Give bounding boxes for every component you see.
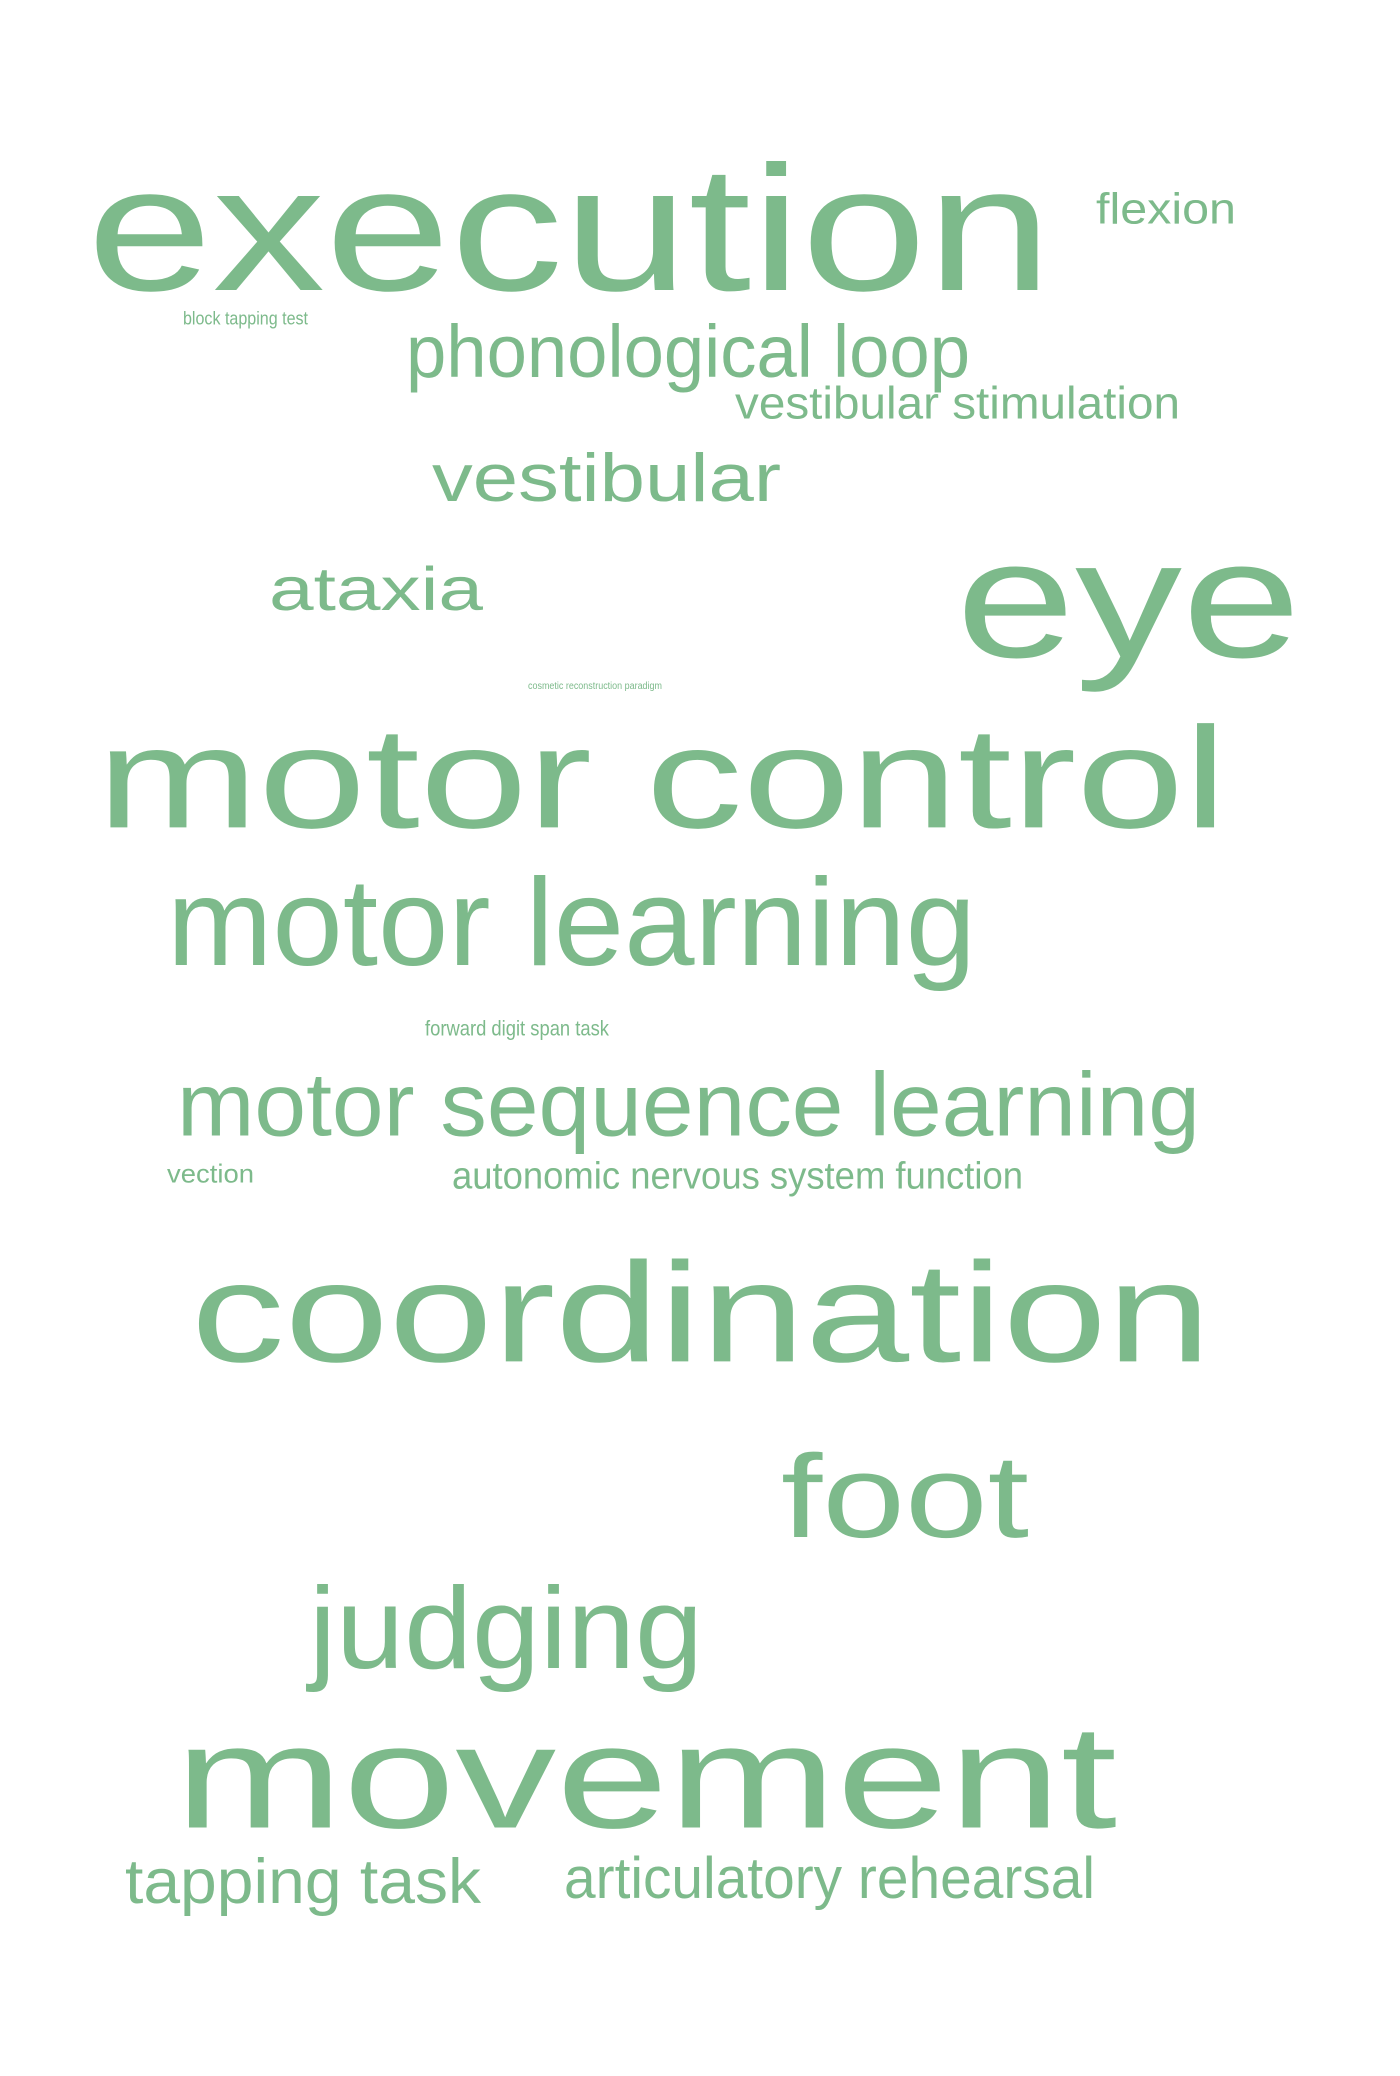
- word-motor-learning: motor learning: [167, 852, 976, 992]
- word-judging: judging: [309, 1563, 703, 1694]
- word-vection: vection: [167, 1159, 254, 1189]
- word-phonological-loop: phonological loop: [406, 310, 970, 394]
- word-ataxia: ataxia: [269, 554, 483, 624]
- word-foot: foot: [781, 1429, 1029, 1563]
- word-vestibular: vestibular: [432, 440, 781, 517]
- word-motor-sequence-learning: motor sequence learning: [177, 1053, 1200, 1155]
- word-vestibular-stimulation: vestibular stimulation: [735, 378, 1180, 429]
- word-block-tapping-test: block tapping test: [183, 307, 308, 329]
- word-tapping-task: tapping task: [125, 1846, 481, 1918]
- word-flexion: flexion: [1096, 184, 1236, 234]
- word-coordination: coordination: [191, 1233, 1211, 1393]
- word-motor-control: motor control: [97, 696, 1227, 859]
- word-articulatory-rehearsal: articulatory rehearsal: [564, 1846, 1095, 1912]
- word-eye: eye: [956, 504, 1301, 693]
- word-movement: movement: [175, 1694, 1117, 1860]
- word-execution: execution: [87, 128, 1052, 328]
- word-forward-digit-span-task: forward digit span task: [425, 1016, 609, 1041]
- word-autonomic-nervous-system-function: autonomic nervous system function: [452, 1153, 1023, 1197]
- word-cosmetic-paradigm: cosmetic reconstruction paradigm: [528, 680, 662, 693]
